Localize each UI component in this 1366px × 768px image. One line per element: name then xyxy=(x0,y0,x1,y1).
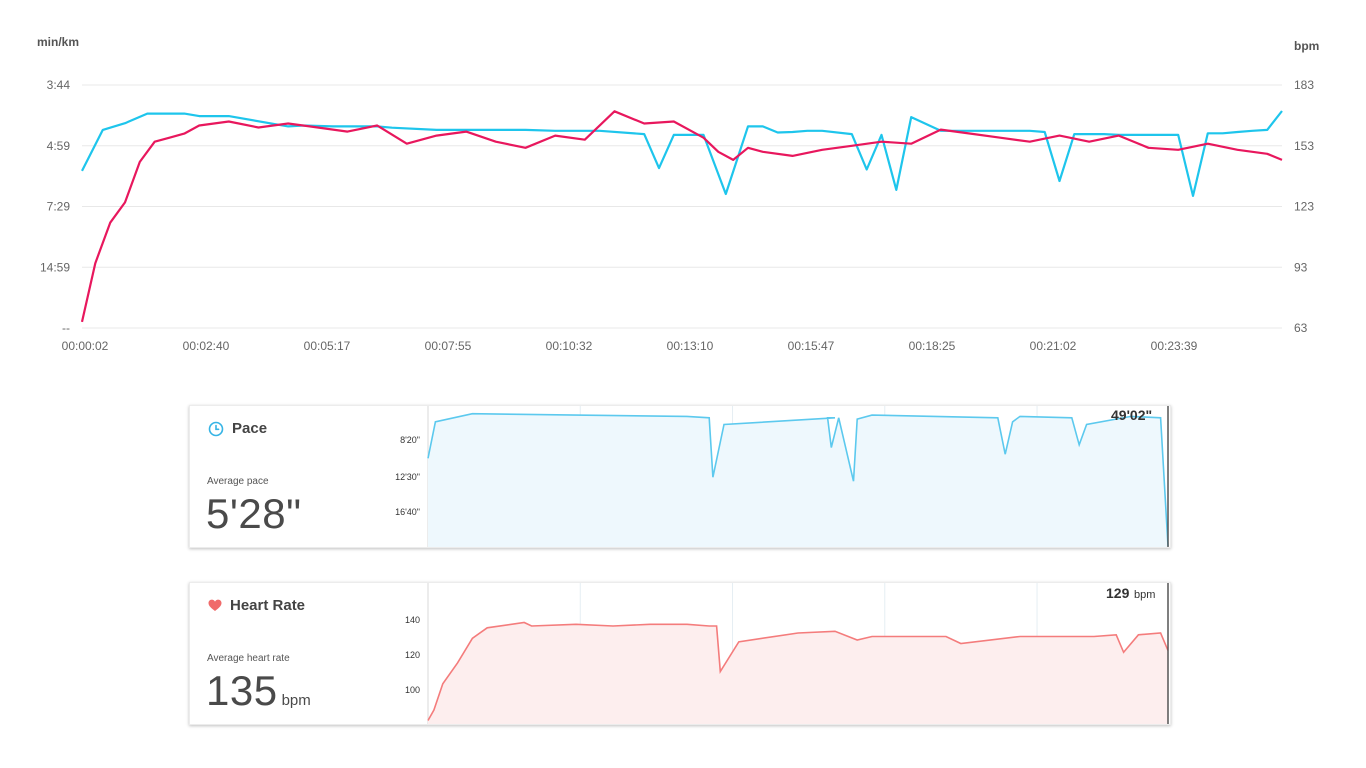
right-axis-unit-label: bpm xyxy=(1294,39,1319,53)
pace-mini-area xyxy=(428,413,1168,547)
x-axis-ticks: 00:00:02 00:02:40 00:05:17 00:07:55 00:10:32… xyxy=(62,339,1198,353)
x-axis-tick-label: 00:02:40 xyxy=(183,339,230,353)
heart-rate-series-line xyxy=(80,110,1283,323)
x-axis-tick-label: 00:00:02 xyxy=(62,339,109,353)
mini-y-tick-label: 140 xyxy=(405,615,420,625)
heart-rate-mini-area xyxy=(428,622,1168,724)
heart-rate-corner-value: 129 xyxy=(1106,585,1130,601)
x-axis-tick-label: 00:07:55 xyxy=(425,339,472,353)
left-axis-tick-label: 3:44 xyxy=(47,78,71,92)
right-axis-tick-label: 93 xyxy=(1294,260,1308,274)
grid-lines xyxy=(82,84,1282,329)
mini-y-tick-label: 100 xyxy=(405,685,420,695)
left-axis-unit-label: min/km xyxy=(37,35,79,49)
heart-rate-mini-line xyxy=(427,621,1169,721)
pace-heart-rate-chart: min/km bpm 3:44 4:59 7:29 14:59 -- 183 153 123… xyxy=(37,35,1319,353)
pace-duration-label: 49'02" xyxy=(1111,407,1152,423)
right-axis-tick-label: 123 xyxy=(1294,200,1314,214)
x-axis-tick-label: 00:05:17 xyxy=(304,339,351,353)
x-axis-tick-label: 00:10:32 xyxy=(546,339,593,353)
heart-icon xyxy=(208,599,222,611)
x-axis-tick-label: 00:15:47 xyxy=(788,339,835,353)
x-axis-tick-label: 00:23:39 xyxy=(1151,339,1198,353)
average-heart-rate-value: 135 bpm xyxy=(206,667,311,715)
heart-rate-panel-title: Heart Rate xyxy=(208,597,305,614)
mini-y-tick-label: 8'20" xyxy=(400,435,420,445)
mini-y-tick-label: 12'30" xyxy=(395,472,420,482)
mini-y-tick-label: 16'40" xyxy=(395,507,420,517)
left-axis-tick-label: 7:29 xyxy=(47,200,71,214)
right-axis-tick-label: 153 xyxy=(1294,139,1314,153)
pace-series-line xyxy=(81,110,1283,197)
heart-rate-mini-chart: 140 120 100 129 bpm xyxy=(405,583,1169,724)
left-axis-tick-label: 14:59 xyxy=(40,260,70,274)
x-axis-tick-label: 00:13:10 xyxy=(667,339,714,353)
left-axis-tick-label: -- xyxy=(62,321,70,335)
heart-rate-summary-panel: Heart Rate Average heart rate 135 bpm 140… xyxy=(189,582,1171,725)
left-axis-tick-label: 4:59 xyxy=(47,139,71,153)
mini-y-tick-label: 120 xyxy=(405,650,420,660)
heart-rate-title-text: Heart Rate xyxy=(230,597,306,614)
x-axis-tick-label: 00:21:02 xyxy=(1030,339,1077,353)
heart-rate-corner-unit: bpm xyxy=(1134,589,1155,601)
clock-icon xyxy=(208,421,224,436)
pace-mini-y-ticks: 8'20" 12'30" 16'40" xyxy=(395,435,420,517)
pace-mini-line xyxy=(427,412,1169,547)
pace-summary-panel: Pace Average pace 5'28" 8'20" 12'30" 16'40… xyxy=(189,405,1171,548)
heart-rate-mini-y-ticks: 140 120 100 xyxy=(405,615,420,695)
average-heart-rate-unit: bpm xyxy=(281,692,311,709)
average-pace-label: Average pace xyxy=(207,476,269,487)
pace-panel-title: Pace xyxy=(208,420,267,437)
right-axis-ticks: 183 153 123 93 63 xyxy=(1294,78,1314,335)
average-heart-rate-number: 135 xyxy=(206,667,278,714)
right-axis-tick-label: 63 xyxy=(1294,321,1308,335)
pace-mini-chart: 8'20" 12'30" 16'40" 49'02" xyxy=(395,406,1169,547)
x-axis-tick-label: 00:18:25 xyxy=(909,339,956,353)
right-axis-tick-label: 183 xyxy=(1294,78,1314,92)
left-axis-ticks: 3:44 4:59 7:29 14:59 -- xyxy=(40,78,70,335)
pace-title-text: Pace xyxy=(232,420,268,437)
average-heart-rate-label: Average heart rate xyxy=(207,653,290,664)
average-pace-value: 5'28" xyxy=(206,490,302,537)
